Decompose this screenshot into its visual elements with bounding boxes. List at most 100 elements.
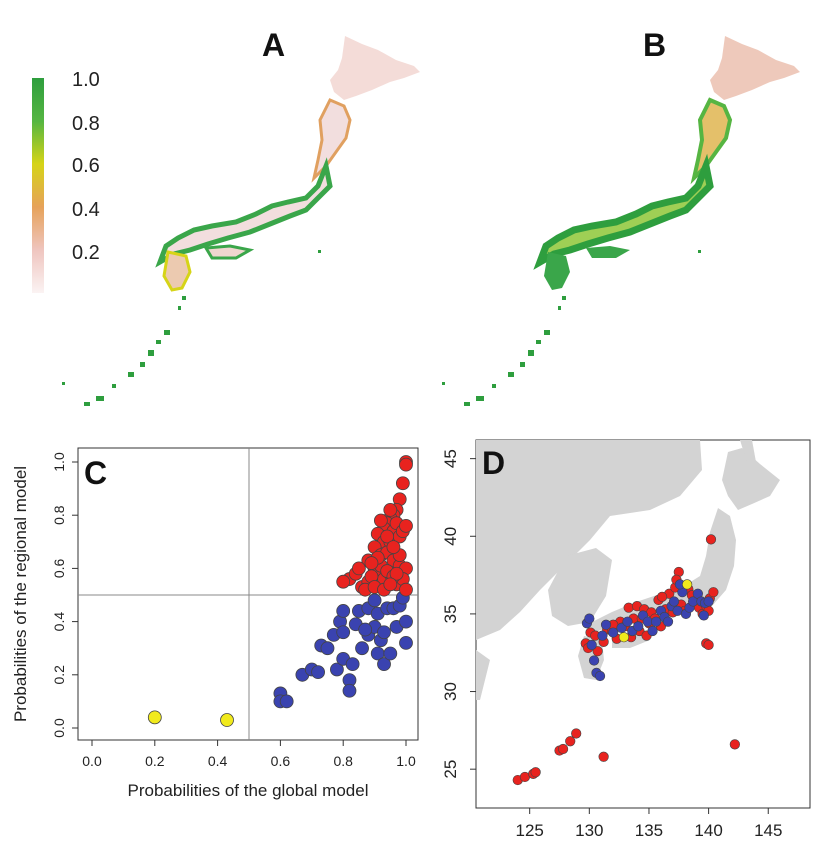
map-point-d — [633, 621, 644, 632]
map-point-d — [586, 639, 597, 651]
map-point-d — [668, 596, 680, 607]
y-tick-label-d: 30 — [441, 682, 460, 701]
map-point-d — [647, 625, 658, 637]
x-tick-label-c: 0.0 — [82, 753, 102, 769]
scatter-point-c — [389, 566, 404, 581]
scatter-point-c — [383, 502, 398, 517]
panel-label-d: D — [482, 445, 505, 481]
map-point-d — [600, 619, 612, 630]
map-point-d — [571, 728, 582, 739]
scatter-points-d — [512, 534, 740, 786]
x-tick-label-c: 0.2 — [145, 753, 165, 769]
y-tick-label-c: 0.0 — [51, 718, 67, 738]
scatter-point-c — [336, 574, 351, 589]
plot-frame-c — [77, 447, 419, 741]
scatter-point-c — [320, 641, 335, 656]
scatter-point-c — [336, 625, 351, 640]
y-tick-label-c: 0.2 — [51, 665, 67, 685]
scatter-point-c — [345, 657, 360, 672]
scatter-point-c — [399, 518, 413, 533]
scatter-point-c — [336, 604, 351, 618]
y-tick-label-d: 45 — [441, 449, 460, 468]
map-point-d — [598, 751, 609, 762]
scatter-point-c — [377, 657, 391, 672]
legend-ticks: 1.0 0.8 0.6 0.4 0.2 — [72, 69, 100, 264]
map-point-d — [594, 670, 606, 682]
map-point-d — [651, 616, 662, 627]
scatter-point-c — [342, 683, 357, 698]
scatter-point-c — [399, 635, 413, 650]
legend-tick: 0.6 — [72, 155, 100, 177]
x-tick-label-d: 130 — [575, 821, 603, 840]
map-point-d — [584, 613, 595, 624]
legend-colorbar — [32, 78, 44, 293]
x-tick-label-c: 0.4 — [208, 753, 228, 769]
x-tick-label-d: 145 — [754, 821, 782, 840]
y-tick-label-d: 40 — [441, 527, 460, 546]
scatter-point-c — [373, 513, 388, 528]
scatter-point-c — [364, 556, 379, 570]
map-point-d — [662, 616, 674, 627]
map-point-d — [557, 743, 569, 755]
map-point-d — [592, 646, 603, 657]
y-axis-ticks-d: 25 30 35 40 45 — [441, 449, 476, 779]
y-tick-label-d: 35 — [441, 604, 460, 623]
scatter-point-c — [399, 582, 413, 597]
map-point-d — [656, 591, 668, 602]
map-point-d — [698, 610, 709, 621]
y-tick-label-c: 0.4 — [51, 612, 67, 632]
x-tick-label-c: 0.8 — [333, 753, 353, 769]
map-point-d — [703, 639, 714, 651]
map-point-d — [616, 622, 627, 633]
map-point-d — [703, 596, 714, 607]
scatter-point-c — [377, 625, 391, 640]
legend-tick: 0.8 — [72, 113, 100, 135]
x-axis-label-c: Probabilities of the global model — [128, 781, 369, 800]
scatter-point-c — [383, 646, 398, 661]
map-point-d — [682, 579, 693, 590]
scatter-point-c — [395, 476, 410, 491]
map-point-d — [608, 627, 619, 638]
map-point-d — [588, 655, 600, 666]
scatter-point-c — [399, 457, 413, 472]
x-tick-label-c: 0.6 — [271, 753, 291, 769]
scatter-point-c — [279, 694, 294, 709]
scatter-point-c — [380, 529, 395, 544]
scatter-point-c — [399, 614, 413, 629]
panel-label-a: A — [262, 27, 285, 63]
scatter-point-c — [358, 622, 373, 637]
panel-label-b: B — [643, 27, 666, 63]
map-point-d — [729, 739, 740, 750]
panel-label-c: C — [84, 455, 107, 491]
x-axis-ticks-d: 125 130 135 140 145 — [515, 808, 782, 840]
scatter-points-c — [147, 455, 413, 727]
scatter-point-c — [147, 710, 162, 725]
map-point-d — [565, 736, 576, 747]
scatter-point-c — [351, 561, 366, 576]
legend-tick: 0.2 — [72, 242, 100, 264]
x-axis-ticks-c: 0.0 0.2 0.4 0.6 0.8 1.0 — [82, 740, 416, 769]
y-tick-label-d: 25 — [441, 760, 460, 779]
map-point-d — [708, 587, 719, 598]
scatter-point-c — [367, 593, 382, 608]
scatter-point-c — [383, 577, 398, 592]
scatter-panel-c: 0.0 0.2 0.4 0.6 0.8 1.0 0.00.20.40.60.81.0 C … — [11, 447, 419, 800]
scatter-point-c — [311, 665, 325, 680]
x-tick-label-c: 1.0 — [396, 753, 416, 769]
map-point-d — [618, 632, 630, 643]
japan-map-a — [62, 36, 420, 406]
map-point-d — [623, 602, 634, 613]
x-tick-label-d: 135 — [635, 821, 663, 840]
scatter-point-c — [355, 641, 369, 656]
y-tick-label-c: 1.0 — [51, 452, 67, 472]
y-axis-label-c: Probabilities of the regional model — [11, 466, 30, 722]
scatter-point-c — [386, 540, 401, 555]
legend-tick: 1.0 — [72, 69, 100, 91]
x-tick-label-d: 140 — [694, 821, 722, 840]
scatter-point-c — [330, 662, 344, 677]
map-point-d — [622, 616, 633, 627]
y-tick-label-c: 0.6 — [51, 558, 67, 578]
map-point-d — [597, 630, 608, 641]
map-point-d — [530, 767, 541, 778]
